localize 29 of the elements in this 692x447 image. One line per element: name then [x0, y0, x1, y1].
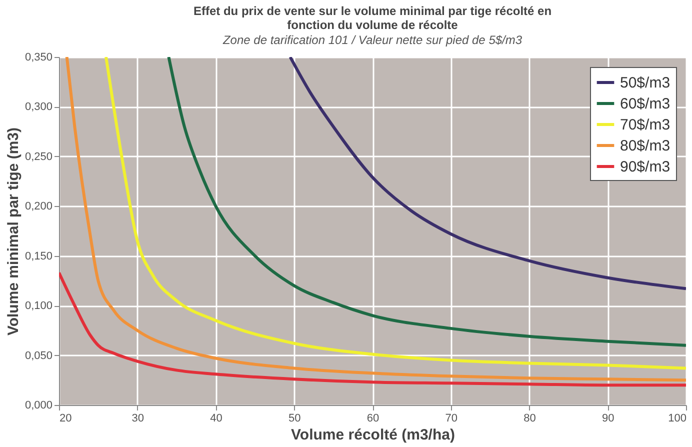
- x-tick-label: 20: [60, 412, 72, 424]
- x-tick-label: 80: [524, 412, 536, 424]
- chart-subtitle: Zone de tarification 101 / Valeur nette sur pied de 5$/m3: [222, 33, 522, 47]
- y-tick-label: 0,000: [24, 400, 52, 412]
- y-tick-label: 0,300: [24, 101, 52, 114]
- y-tick-label: 0,100: [24, 300, 52, 312]
- x-tick-label: 50: [288, 412, 301, 424]
- legend-label: 90$/m3: [620, 158, 670, 176]
- legend-label: 80$/m3: [620, 138, 670, 154]
- y-tick-label: 0,350: [24, 52, 52, 64]
- chart-title: Effet du prix de vente sur le volume minimal par tige récolté en fonction du volume de récolte: [193, 4, 552, 32]
- x-tick-label: 90: [602, 412, 614, 424]
- legend-label: 70$/m3: [620, 116, 670, 134]
- line-series: [59, 271, 686, 387]
- legend-label: 50$/m3: [620, 74, 670, 92]
- y-tick-label: 0,200: [24, 200, 52, 213]
- x-axis-title: Volume récolté (m3/ha): [291, 426, 455, 444]
- y-tick-label: 0,050: [24, 350, 52, 362]
- x-tick-label: 40: [210, 412, 222, 424]
- x-tick-label: 30: [132, 412, 144, 424]
- x-tick-label: 100: [668, 412, 686, 424]
- y-tick-label: 0,250: [24, 150, 52, 163]
- x-tick-label: 60: [366, 412, 380, 424]
- line-series: [288, 57, 686, 290]
- y-tick-label: 0,150: [24, 250, 52, 262]
- y-axis-title: Volume minimal par tige (m3): [4, 127, 22, 336]
- legend-label: 60$/m3: [620, 96, 670, 112]
- x-tick-label: 70: [445, 412, 458, 424]
- line-series: [167, 57, 686, 347]
